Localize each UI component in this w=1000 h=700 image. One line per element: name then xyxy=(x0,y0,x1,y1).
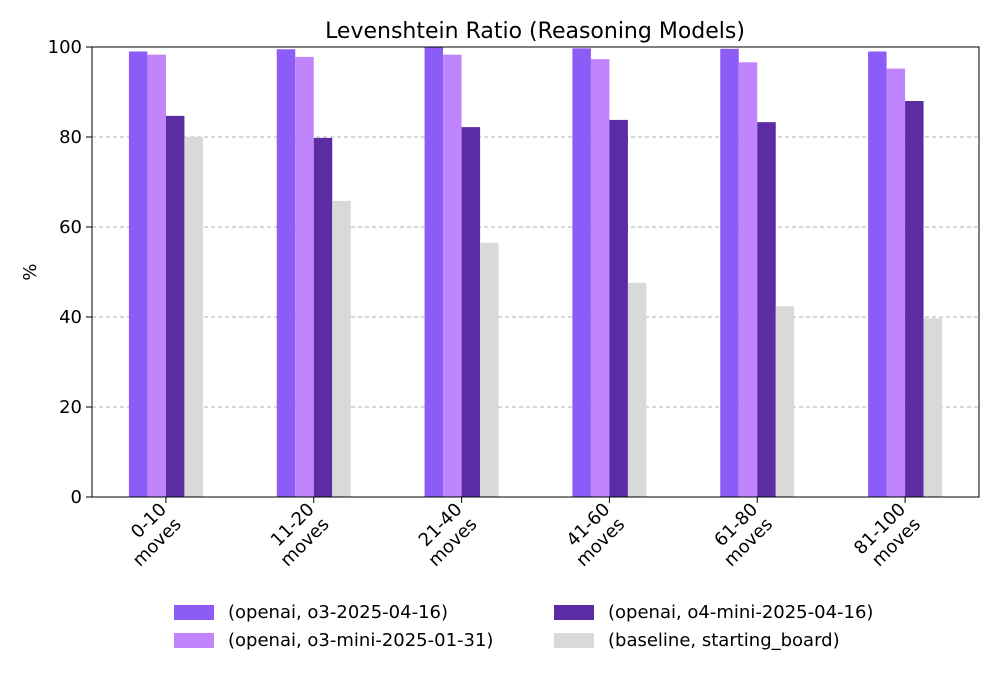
x-tick-label: 81-100moves xyxy=(850,499,925,574)
bar xyxy=(923,318,943,497)
plot-frame xyxy=(91,46,980,498)
bars xyxy=(128,47,943,498)
legend-swatch-o3-mini xyxy=(174,633,214,648)
y-axis-ticks: 0 20 40 60 80 100 xyxy=(48,37,92,508)
legend: (openai, o3-2025-04-16) (openai, o3-mini… xyxy=(170,600,930,660)
bar xyxy=(165,115,185,497)
bar xyxy=(332,200,351,497)
y-tick-label: 80 xyxy=(59,127,82,148)
legend-label-o4-mini: (openai, o4-mini-2025-04-16) xyxy=(608,602,874,623)
bar xyxy=(720,48,739,498)
bar xyxy=(295,56,314,498)
bar xyxy=(868,51,887,497)
y-tick-label: 20 xyxy=(59,397,82,418)
bar xyxy=(147,54,166,498)
x-tick-label: 11-20moves xyxy=(262,499,334,571)
grid-lines xyxy=(92,136,979,408)
x-tick-label: 61-80moves xyxy=(705,499,777,571)
bar xyxy=(443,54,462,498)
bar xyxy=(738,62,758,498)
legend-swatch-baseline xyxy=(554,633,594,648)
legend-item-o3-mini: (openai, o3-mini-2025-01-31) xyxy=(174,630,493,651)
bar xyxy=(886,68,906,497)
legend-item-o4-mini: (openai, o4-mini-2025-04-16) xyxy=(554,602,873,623)
legend-swatch-o4-mini xyxy=(554,605,594,620)
bar xyxy=(905,101,924,497)
legend-item-baseline: (baseline, starting_board) xyxy=(554,630,840,651)
bar-chart: Levenshtein Ratio (Reasoning Models) % 0… xyxy=(20,19,980,574)
bar xyxy=(276,49,296,497)
y-tick-label: 60 xyxy=(59,217,82,238)
bar xyxy=(757,122,776,498)
bar xyxy=(480,242,499,497)
x-axis-ticks: 0-10moves 11-20moves 21-40moves 41-60moves 6… xyxy=(114,497,925,574)
x-tick-label: 0-10moves xyxy=(114,499,186,571)
bar xyxy=(627,282,647,497)
y-tick-label: 40 xyxy=(59,307,82,328)
bar xyxy=(572,48,591,497)
bar xyxy=(184,137,203,497)
bar xyxy=(775,306,795,497)
bar xyxy=(609,119,628,498)
legend-item-o3: (openai, o3-2025-04-16) xyxy=(174,602,448,623)
y-axis-label: % xyxy=(20,263,41,280)
legend-label-o3: (openai, o3-2025-04-16) xyxy=(228,602,449,623)
bar xyxy=(128,51,148,497)
bar xyxy=(424,47,444,497)
legend-label-o3-mini: (openai, o3-mini-2025-01-31) xyxy=(228,630,494,651)
legend-label-baseline: (baseline, starting_board) xyxy=(608,630,840,651)
y-tick-label: 100 xyxy=(48,37,82,58)
chart-title: Levenshtein Ratio (Reasoning Models) xyxy=(325,19,745,44)
x-tick-label: 21-40moves xyxy=(409,499,481,571)
bar xyxy=(590,59,610,498)
y-tick-label: 0 xyxy=(71,487,82,508)
bar xyxy=(461,127,481,497)
x-tick-label: 41-60moves xyxy=(557,499,629,571)
legend-swatch-o3 xyxy=(174,605,214,620)
bar xyxy=(313,137,333,497)
